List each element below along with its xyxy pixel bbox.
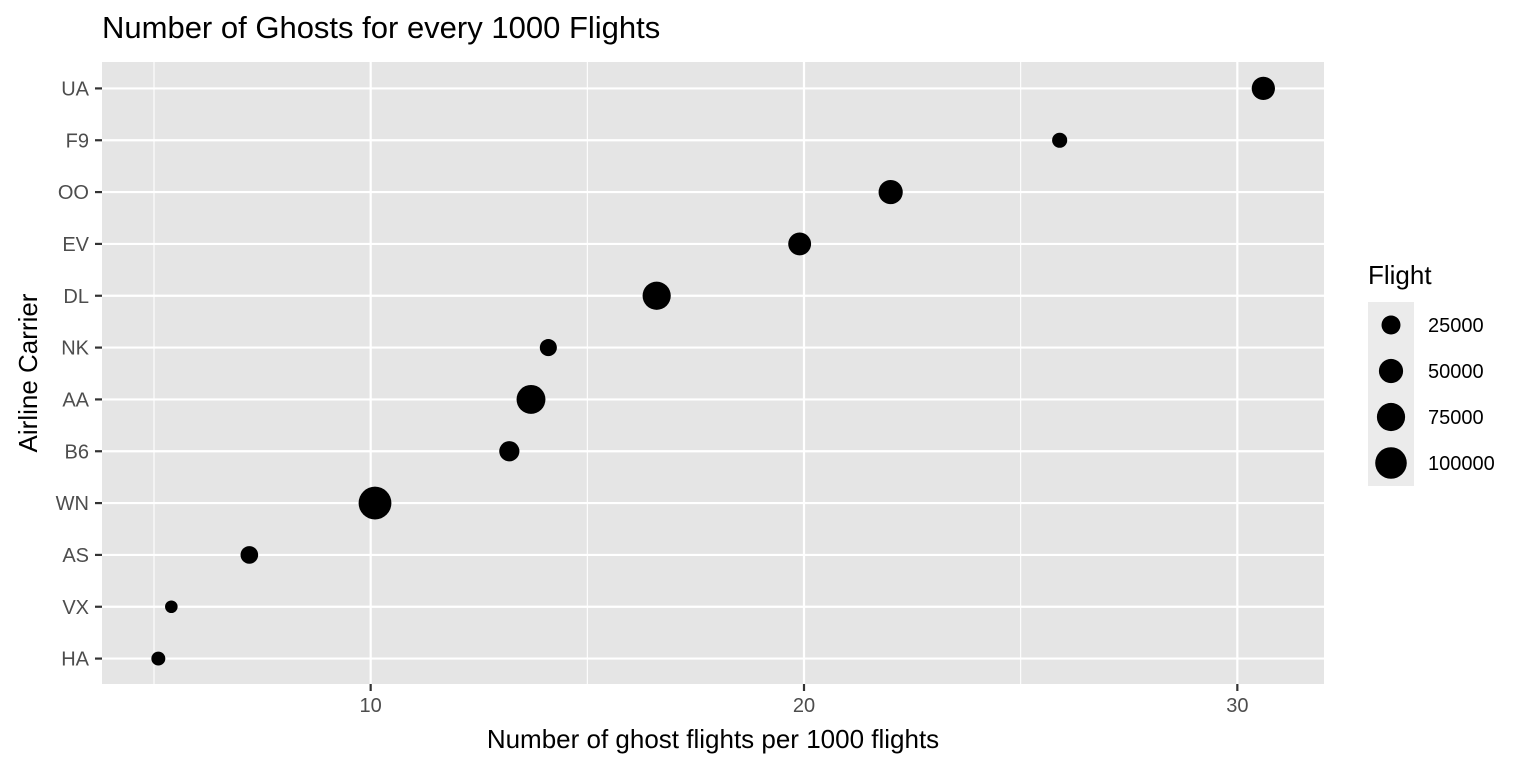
data-point-dl: [642, 281, 671, 310]
x-axis-title: Number of ghost flights per 1000 flights: [487, 724, 939, 754]
data-point-aa: [516, 384, 546, 414]
plot-panel: [102, 62, 1324, 684]
data-point-vx: [165, 600, 178, 614]
legend: Flight 25000 50000 75000 100000: [1368, 260, 1495, 486]
legend-key: [1376, 402, 1406, 432]
chart-title: Number of Ghosts for every 1000 Flights: [102, 10, 660, 45]
data-point-ev: [788, 232, 812, 256]
x-tick-label: 30: [1226, 695, 1248, 717]
data-point-b6: [499, 441, 520, 462]
legend-key: [1375, 447, 1407, 479]
x-tick-label: 10: [360, 695, 382, 717]
y-tick-label: OO: [58, 182, 89, 204]
legend-key: [1381, 315, 1401, 335]
y-tick-label: VX: [62, 597, 89, 619]
legend-label: 100000: [1428, 453, 1495, 475]
data-point-f9: [1052, 132, 1068, 148]
y-tick-label: B6: [65, 441, 89, 463]
legend-label: 75000: [1428, 407, 1484, 429]
y-tick-label: F9: [66, 130, 89, 152]
data-point-oo: [878, 179, 903, 205]
legend-entries: 25000 50000 75000 100000: [1375, 315, 1495, 479]
y-axis: HA VX AS WN B6 AA NK DL EV OO F9 UA: [56, 78, 102, 671]
data-point-as: [240, 546, 259, 564]
y-tick-label: AA: [62, 389, 89, 411]
data-point-nk: [539, 339, 557, 357]
y-tick-label: AS: [62, 545, 89, 567]
y-tick-label: UA: [61, 78, 89, 100]
y-tick-label: HA: [61, 649, 89, 671]
data-points: [151, 76, 1275, 666]
y-axis-title: Airline Carrier: [13, 293, 43, 452]
legend-key: [1378, 358, 1404, 384]
y-tick-label: WN: [56, 493, 89, 515]
data-point-wn: [358, 486, 392, 520]
data-point-ua: [1251, 76, 1275, 101]
x-tick-label: 20: [793, 695, 815, 717]
legend-title: Flight: [1368, 260, 1432, 290]
y-tick-label: DL: [63, 286, 89, 308]
legend-label: 50000: [1428, 361, 1484, 383]
y-tick-label: NK: [61, 338, 89, 360]
y-tick-label: EV: [62, 234, 89, 256]
grid-lines: [102, 62, 1324, 684]
legend-label: 25000: [1428, 315, 1484, 337]
data-point-ha: [151, 651, 166, 666]
x-axis: 10 20 30: [360, 684, 1248, 717]
